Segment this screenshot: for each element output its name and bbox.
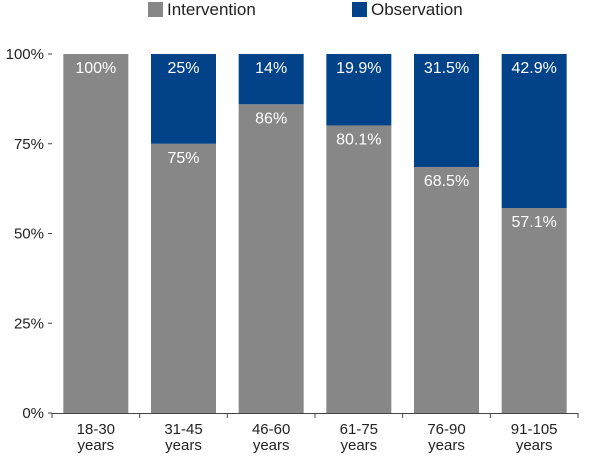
- bar-observation-5: [501, 54, 567, 209]
- bar-observation-3: [326, 54, 392, 126]
- bar-label-observation-5: 42.9%: [511, 60, 556, 77]
- y-tick-label-1: 25%: [14, 315, 44, 332]
- x-tick-label-1-1: years: [165, 437, 202, 454]
- legend-label-observation: Observation: [371, 0, 463, 19]
- y-tick-label-3: 75%: [14, 136, 44, 153]
- x-tick-label-2-1: years: [253, 437, 290, 454]
- bar-label-intervention-0: 100%: [75, 60, 116, 77]
- bars: [63, 54, 567, 413]
- legend-label-intervention: Intervention: [167, 0, 256, 19]
- bar-label-intervention-4: 68.5%: [424, 173, 469, 190]
- bar-label-observation-2: 14%: [255, 60, 287, 77]
- x-tick-label-5-0: 91-105: [511, 421, 558, 438]
- x-axis: 18-30years31-45years46-60years61-75years…: [51, 413, 579, 454]
- bar-intervention-0: [63, 54, 129, 413]
- bar-label-observation-1: 25%: [167, 60, 199, 77]
- y-tick-label-2: 50%: [14, 226, 44, 243]
- x-tick-label-5-1: years: [516, 437, 553, 454]
- y-tick-label-0: 0%: [22, 405, 44, 422]
- legend-swatch-observation: [352, 2, 367, 17]
- bar-intervention-1: [151, 143, 216, 413]
- bar-labels: 100% 75% 25% 86% 14% 80.1% 19.9% 68.5% 31.5% 57.1…: [75, 60, 556, 231]
- x-tick-label-0-0: 18-30: [77, 421, 115, 438]
- x-tick-label-1-0: 31-45: [164, 421, 202, 438]
- y-tick-label-4: 100%: [6, 46, 44, 63]
- x-tick-label-0-1: years: [77, 437, 114, 454]
- legend-swatch-intervention: [148, 2, 163, 17]
- bar-observation-1: [151, 54, 216, 144]
- bar-intervention-3: [326, 125, 392, 413]
- bar-label-observation-4: 31.5%: [424, 60, 469, 77]
- bar-intervention-4: [414, 167, 479, 413]
- x-tick-label-2-0: 46-60: [252, 421, 290, 438]
- bar-label-intervention-1: 75%: [167, 150, 199, 167]
- x-tick-label-3-1: years: [340, 437, 377, 454]
- bar-label-intervention-5: 57.1%: [511, 214, 556, 231]
- legend: Intervention Observation: [148, 0, 463, 19]
- bar-label-observation-3: 19.9%: [336, 60, 381, 77]
- bar-observation-2: [238, 54, 304, 105]
- bar-intervention-5: [501, 208, 567, 413]
- x-tick-label-4-0: 76-90: [427, 421, 465, 438]
- bar-label-intervention-3: 80.1%: [336, 131, 381, 148]
- x-tick-label-3-0: 61-75: [340, 421, 378, 438]
- bar-observation-4: [414, 54, 479, 168]
- y-axis: 0% 25% 50% 75% 100%: [6, 46, 52, 422]
- bar-intervention-2: [238, 104, 304, 413]
- bar-label-intervention-2: 86%: [255, 110, 287, 127]
- x-tick-label-4-1: years: [428, 437, 465, 454]
